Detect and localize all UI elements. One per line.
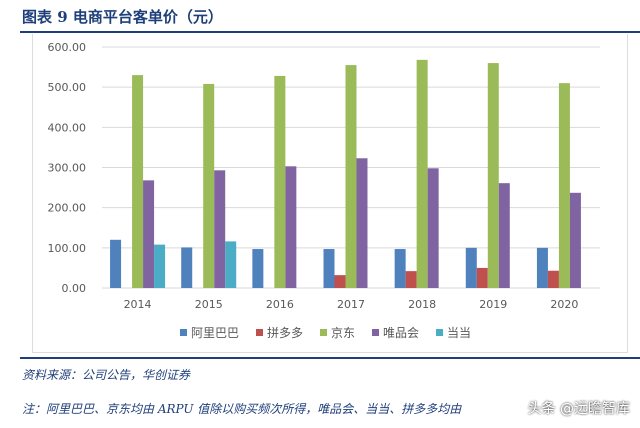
- legend-swatch: [436, 329, 443, 336]
- bar-2017-3: [356, 158, 368, 288]
- bar-2018-0: [394, 249, 406, 288]
- bar-chart: 0.00 100.00 200.00 300.00 400.00 500.00 600.00…: [48, 41, 600, 340]
- footer-rule: [20, 357, 640, 359]
- x-tick-label: 2019: [479, 298, 507, 311]
- legend-swatch: [372, 329, 379, 336]
- bar-2014-2: [132, 75, 144, 288]
- figure-title: 图表 9 电商平台客单价（元）: [22, 8, 223, 26]
- bar-2016-2: [274, 75, 286, 288]
- y-tick-label: 300.00: [48, 162, 87, 175]
- bar-2020-2: [558, 83, 570, 289]
- legend-swatch: [320, 329, 327, 336]
- legend-label: 京东: [331, 326, 355, 340]
- legend-swatch: [256, 329, 263, 336]
- bar-2019-0: [465, 247, 477, 288]
- bar-2015-4: [225, 241, 237, 288]
- x-tick-label: 2017: [337, 298, 365, 311]
- y-tick-label: 0.00: [62, 282, 87, 295]
- x-tick-label: 2016: [266, 298, 294, 311]
- legend-label: 当当: [447, 326, 471, 340]
- bar-2017-0: [323, 249, 335, 288]
- bar-2014-4: [154, 244, 166, 288]
- bar-2020-0: [536, 247, 548, 288]
- legend-swatch: [180, 329, 187, 336]
- bar-2018-2: [416, 59, 428, 288]
- bar-2015-2: [203, 83, 215, 288]
- bar-2014-0: [110, 239, 122, 288]
- x-tick-label: 2015: [195, 298, 223, 311]
- bar-2017-2: [345, 65, 357, 288]
- bar-2016-0: [252, 249, 264, 288]
- bar-2018-1: [405, 271, 417, 288]
- bar-2015-3: [214, 170, 226, 288]
- title-rule: [20, 31, 640, 33]
- bar-2015-0: [181, 247, 193, 288]
- watermark: 头条 @远瞻智库: [527, 401, 630, 417]
- y-tick-label: 500.00: [48, 81, 87, 94]
- x-tick-label: 2018: [408, 298, 436, 311]
- x-tick-label: 2014: [124, 298, 152, 311]
- y-tick-label: 600.00: [48, 41, 87, 54]
- x-tick-label: 2020: [550, 298, 578, 311]
- y-tick-label: 200.00: [48, 202, 87, 215]
- chart-frame: [32, 34, 628, 353]
- bar-2016-3: [285, 166, 297, 288]
- legend-label: 拼多多: [267, 326, 303, 340]
- bar-2019-3: [498, 183, 510, 288]
- bar-2019-1: [476, 267, 488, 288]
- bar-2020-3: [569, 192, 581, 288]
- bar-2018-3: [427, 168, 439, 288]
- bar-2019-2: [487, 63, 499, 288]
- y-tick-label: 400.00: [48, 121, 87, 134]
- bar-2020-1: [547, 270, 559, 288]
- source-note: 资料来源：公司公告，华创证券: [22, 368, 191, 382]
- footnote: 注：阿里巴巴、京东均由 ARPU 值除以购买频次所得，唯品会、当当、拼多多均由: [22, 402, 462, 416]
- y-tick-label: 100.00: [48, 242, 87, 255]
- bar-2017-1: [334, 275, 346, 288]
- legend-label: 阿里巴巴: [191, 326, 239, 340]
- bar-2014-3: [143, 180, 155, 288]
- legend-label: 唯品会: [383, 326, 419, 340]
